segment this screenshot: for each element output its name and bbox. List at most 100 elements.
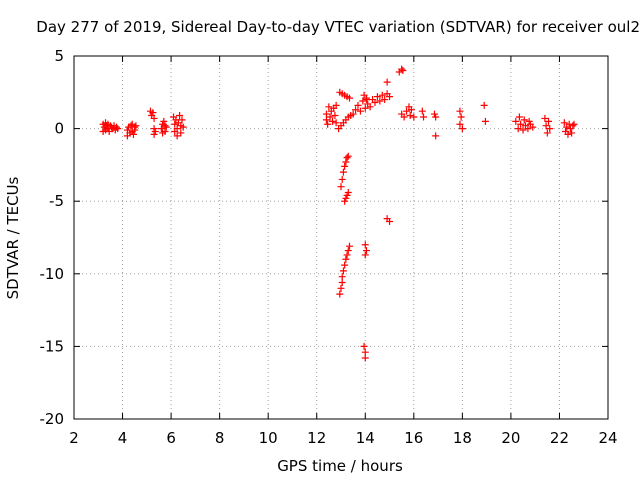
data-points	[99, 65, 578, 362]
data-point	[359, 97, 367, 105]
data-point	[179, 123, 187, 131]
x-tick-label: 18	[453, 429, 472, 447]
data-point	[344, 247, 352, 255]
data-point	[399, 67, 407, 75]
data-point	[105, 128, 113, 136]
data-point	[520, 116, 528, 124]
x-tick-label: 6	[166, 429, 176, 447]
x-tick-label: 24	[598, 429, 617, 447]
data-point	[345, 94, 353, 102]
tick-labels: 2 4 6 8 10 12 14 16 18 20 22 24-20-15-10-505	[40, 47, 618, 447]
data-point	[114, 125, 122, 133]
data-point	[517, 120, 525, 128]
grid-lines	[74, 56, 608, 419]
data-point	[112, 123, 120, 131]
data-point	[570, 120, 578, 128]
data-point	[150, 114, 158, 122]
x-tick-label: 2	[69, 429, 79, 447]
data-point	[420, 113, 428, 121]
data-point	[343, 154, 351, 162]
data-point	[514, 125, 522, 133]
data-point	[157, 125, 165, 133]
data-point	[162, 123, 170, 131]
data-point	[366, 103, 374, 111]
x-tick-label: 8	[215, 429, 225, 447]
data-point	[403, 107, 411, 115]
x-tick-label: 12	[307, 429, 326, 447]
y-tick-label: -15	[40, 337, 65, 355]
data-point	[341, 261, 349, 269]
data-point	[360, 342, 368, 350]
data-point	[356, 107, 364, 115]
data-point	[173, 125, 181, 133]
y-axis-label: SDTVAR / TECUs	[4, 176, 22, 299]
data-point	[398, 65, 406, 73]
data-point	[131, 126, 139, 134]
data-point	[176, 112, 184, 120]
data-point	[410, 113, 418, 121]
data-point	[345, 242, 353, 250]
data-point	[361, 354, 369, 362]
data-point	[342, 255, 350, 263]
data-point	[352, 106, 360, 114]
data-point	[569, 122, 577, 130]
chart-title: Day 277 of 2019, Sidereal Day-to-day VTE…	[36, 18, 640, 36]
x-tick-label: 22	[550, 429, 569, 447]
data-point	[542, 122, 550, 130]
data-point	[386, 218, 394, 226]
data-point	[432, 132, 440, 140]
data-point	[418, 107, 426, 115]
data-point	[336, 290, 344, 298]
data-point	[329, 117, 337, 125]
data-point	[400, 113, 408, 121]
data-point	[361, 241, 369, 249]
data-point	[407, 106, 415, 114]
data-point	[331, 112, 339, 120]
y-tick-label: -20	[40, 410, 65, 428]
data-point	[338, 175, 346, 183]
data-point	[324, 120, 332, 128]
x-tick-label: 14	[356, 429, 375, 447]
data-point	[524, 125, 532, 133]
data-point	[349, 110, 357, 118]
data-point	[456, 120, 464, 128]
data-point	[344, 188, 352, 196]
data-point	[332, 119, 340, 127]
data-point	[343, 251, 351, 259]
data-point	[342, 158, 350, 166]
data-point	[339, 267, 347, 275]
data-point	[160, 117, 168, 125]
data-point	[354, 101, 362, 109]
data-point	[361, 251, 369, 259]
plot-frame	[73, 55, 609, 420]
data-point	[564, 130, 572, 138]
data-point	[362, 247, 370, 255]
data-point	[338, 273, 346, 281]
data-point	[541, 114, 549, 122]
data-point	[161, 128, 169, 136]
data-point	[543, 129, 551, 137]
data-point	[519, 126, 527, 134]
data-point	[545, 117, 553, 125]
data-point	[337, 284, 345, 292]
data-point	[457, 113, 465, 121]
data-point	[480, 101, 488, 109]
data-point	[456, 107, 464, 115]
data-point	[432, 113, 440, 121]
data-point	[332, 101, 340, 109]
data-point	[546, 125, 554, 133]
data-point	[344, 152, 352, 160]
data-point	[458, 125, 466, 133]
data-point	[529, 123, 537, 131]
data-point	[512, 117, 520, 125]
plot-border	[73, 55, 609, 420]
y-tick-label: -10	[40, 265, 65, 283]
x-axis-label: GPS time / hours	[277, 457, 403, 475]
data-point	[481, 117, 489, 125]
data-point	[378, 91, 386, 99]
data-point	[150, 130, 158, 138]
x-tick-label: 10	[259, 429, 278, 447]
y-tick-label: -5	[49, 192, 64, 210]
data-point	[373, 93, 381, 101]
